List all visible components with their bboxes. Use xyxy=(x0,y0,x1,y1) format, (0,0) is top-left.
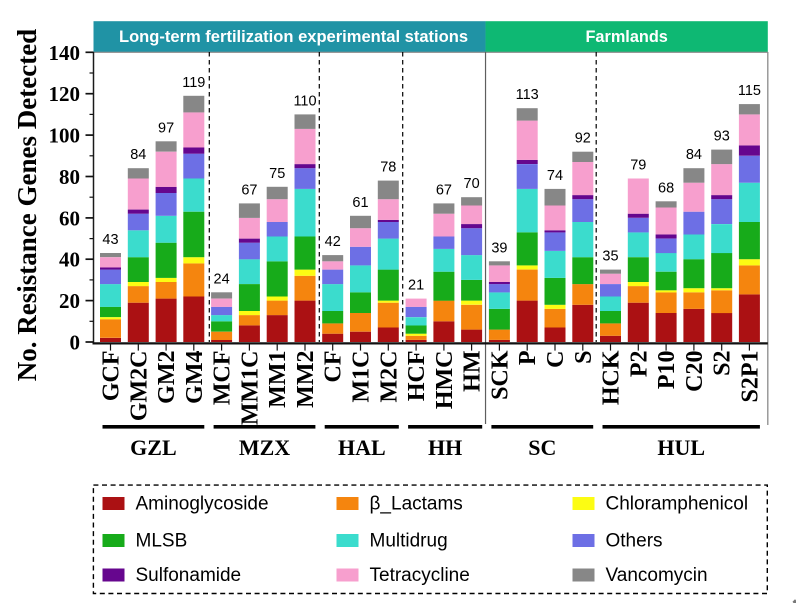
svg-text:C20: C20 xyxy=(682,351,708,392)
svg-text:0: 0 xyxy=(70,331,81,355)
svg-text:CF: CF xyxy=(321,351,347,383)
svg-text:39: 39 xyxy=(491,240,507,256)
svg-text:Farmlands: Farmlands xyxy=(585,28,667,46)
svg-text:68: 68 xyxy=(658,180,674,196)
svg-text:Tetracycline: Tetracycline xyxy=(370,565,470,586)
svg-text:113: 113 xyxy=(516,87,539,103)
svg-text:HM: HM xyxy=(460,351,486,392)
svg-text:MLSB: MLSB xyxy=(136,531,188,552)
svg-text:100: 100 xyxy=(49,124,81,148)
svg-text:Vancomycin: Vancomycin xyxy=(606,565,708,586)
svg-text:M2C: M2C xyxy=(376,351,402,403)
svg-text:Long-term fertilization experi: Long-term fertilization experimental sta… xyxy=(119,27,468,46)
svg-text:40: 40 xyxy=(59,248,80,272)
svg-text:HMC: HMC xyxy=(432,351,458,410)
svg-text:P: P xyxy=(515,351,541,366)
svg-text:21: 21 xyxy=(408,278,424,294)
svg-text:MZX: MZX xyxy=(239,435,290,460)
svg-text:P2: P2 xyxy=(626,351,652,378)
svg-text:S2P1: S2P1 xyxy=(737,351,763,403)
svg-text:Aminoglycoside: Aminoglycoside xyxy=(136,494,269,515)
svg-text:20: 20 xyxy=(59,289,80,313)
svg-text:HUL: HUL xyxy=(657,435,705,460)
svg-text:β_Lactams: β_Lactams xyxy=(370,494,463,515)
svg-text:24: 24 xyxy=(214,271,230,287)
svg-text:GM2: GM2 xyxy=(154,351,180,404)
svg-text:78: 78 xyxy=(380,160,396,176)
svg-text:S: S xyxy=(571,351,597,364)
svg-text:MM1: MM1 xyxy=(265,351,291,408)
svg-text:SCK: SCK xyxy=(487,350,513,400)
svg-text:42: 42 xyxy=(325,234,341,250)
svg-text:97: 97 xyxy=(158,120,174,136)
svg-text:GZL: GZL xyxy=(130,435,176,460)
svg-text:60: 60 xyxy=(59,206,80,230)
svg-text:M1C: M1C xyxy=(349,351,375,403)
svg-text:140: 140 xyxy=(49,41,81,65)
svg-text:Others: Others xyxy=(606,531,663,552)
svg-text:SC: SC xyxy=(528,435,556,460)
svg-text:84: 84 xyxy=(686,147,702,163)
svg-text:HCK: HCK xyxy=(599,350,625,405)
svg-text:110: 110 xyxy=(293,93,316,109)
svg-text:74: 74 xyxy=(547,168,563,184)
svg-text:Sulfonamide: Sulfonamide xyxy=(136,565,242,586)
svg-text:120: 120 xyxy=(49,82,81,106)
svg-text:HH: HH xyxy=(428,435,462,460)
svg-text:C: C xyxy=(543,351,569,368)
svg-text:HCF: HCF xyxy=(404,351,430,402)
svg-text:93: 93 xyxy=(714,129,730,145)
svg-text:MM2: MM2 xyxy=(293,351,319,408)
svg-text:67: 67 xyxy=(436,182,452,198)
svg-text:Chloramphenicol: Chloramphenicol xyxy=(606,494,749,515)
svg-text:GCF: GCF xyxy=(99,351,125,402)
svg-text:GM2C: GM2C xyxy=(126,351,152,422)
svg-text:35: 35 xyxy=(602,249,618,265)
svg-text:43: 43 xyxy=(102,232,118,248)
svg-text:84: 84 xyxy=(130,147,146,163)
svg-text:115: 115 xyxy=(738,83,761,99)
svg-text:70: 70 xyxy=(464,176,480,192)
svg-text:No. Resistance Genes Detected: No. Resistance Genes Detected xyxy=(12,29,42,381)
svg-text:119: 119 xyxy=(182,75,205,91)
svg-text:MM1C: MM1C xyxy=(237,351,263,426)
svg-text:75: 75 xyxy=(269,166,285,182)
svg-text:79: 79 xyxy=(630,158,646,174)
svg-text:Multidrug: Multidrug xyxy=(370,531,448,552)
svg-text:S2: S2 xyxy=(710,351,736,376)
svg-text:GM4: GM4 xyxy=(182,351,208,404)
svg-text:MCF: MCF xyxy=(210,351,236,406)
svg-text:67: 67 xyxy=(241,182,257,198)
svg-text:80: 80 xyxy=(59,165,80,189)
svg-text:P10: P10 xyxy=(654,351,680,390)
svg-text:92: 92 xyxy=(575,131,591,147)
svg-text:HAL: HAL xyxy=(338,435,386,460)
svg-text:61: 61 xyxy=(352,195,368,211)
